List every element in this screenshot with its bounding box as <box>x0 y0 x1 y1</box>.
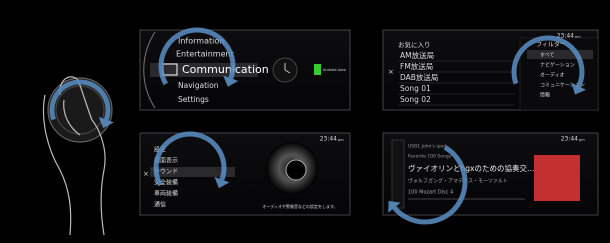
filter-item[interactable]: 情報 <box>540 92 550 99</box>
settings-item[interactable]: 車両装備 <box>154 190 178 198</box>
album: 100 Mozart Disc 4 <box>408 190 453 196</box>
settings-item[interactable]: 通信 <box>154 201 166 209</box>
artist: ヴォルフガング・アマデウス・モーツァルト <box>408 178 508 185</box>
album-art <box>534 155 580 201</box>
clock-time: 23:44 <box>561 136 578 143</box>
clock-ampm: pm <box>579 138 585 142</box>
speaker-cone <box>286 160 306 180</box>
station-item[interactable]: Song 01 <box>400 84 431 93</box>
filter-item[interactable]: ナビゲーション <box>540 62 575 69</box>
station-item[interactable]: DAB放送局 <box>400 72 438 82</box>
station-item[interactable]: AM放送局 <box>400 50 434 60</box>
control-column <box>392 140 404 208</box>
caption: オーディオや警報音などの設定をします。 <box>262 203 337 209</box>
clock-time: 23:44 <box>320 136 337 143</box>
menu-item[interactable]: Navigation <box>178 81 219 90</box>
badge-label[interactable]: Android Auto <box>323 68 346 72</box>
close-icon[interactable]: × <box>143 170 149 178</box>
clock-ampm: pm <box>338 138 344 142</box>
list-title: お気に入り <box>398 40 431 49</box>
illustration: Information Entertainment Communication … <box>0 0 610 243</box>
track-title: ヴァイオリンとhgxのための協奏交… <box>408 163 534 173</box>
selected-bar <box>527 50 593 59</box>
filter-item[interactable]: オーディオ <box>540 72 565 79</box>
media-source: USB1 John's ipod <box>408 144 446 150</box>
menu-item[interactable]: Entertainment <box>176 50 234 59</box>
station-item[interactable]: Song 02 <box>400 95 431 104</box>
menu-item[interactable]: Settings <box>178 95 209 104</box>
badge-icon <box>314 64 321 75</box>
filter-item[interactable]: すべて <box>540 53 554 59</box>
station-item[interactable]: FM放送局 <box>400 61 433 71</box>
menu-item[interactable]: Communication <box>182 63 269 76</box>
close-icon[interactable]: × <box>388 68 394 76</box>
playlist: Favorite 100 Songs <box>408 154 452 160</box>
